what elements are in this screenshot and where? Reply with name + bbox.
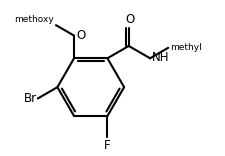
Text: O: O — [124, 13, 134, 26]
Text: O: O — [76, 29, 85, 42]
Text: methoxy: methoxy — [15, 15, 54, 24]
Text: F: F — [104, 139, 110, 152]
Text: Br: Br — [23, 92, 36, 105]
Text: NH: NH — [151, 51, 169, 64]
Text: methyl: methyl — [169, 43, 201, 52]
